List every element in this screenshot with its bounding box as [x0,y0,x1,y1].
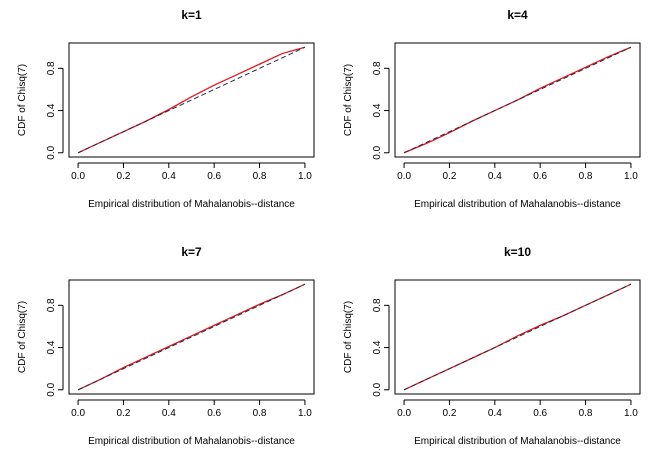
reference-line [77,46,306,154]
plot-frame [68,42,315,158]
panel-title: k=1 [181,8,202,22]
y-tick-label: 0.8 [372,61,383,75]
panel-title: k=10 [504,245,531,259]
x-tick-label: 0.6 [207,171,221,182]
x-tick-label: 0.8 [579,408,593,419]
reference-line [403,46,632,154]
x-tick-label: 0.8 [253,171,267,182]
x-tick-label: 0.6 [207,408,221,419]
x-tick-label: 1.0 [624,171,638,182]
x-axis-label: Empirical distribution of Mahalanobis--d… [414,436,621,447]
x-tick-label: 1.0 [298,408,312,419]
y-tick-label: 0.8 [372,298,383,312]
x-tick-label: 1.0 [298,171,312,182]
x-tick-label: 0.8 [253,408,267,419]
plot-frame [394,279,641,395]
plot-frame [394,42,641,158]
y-tick-label: 0.0 [372,145,383,159]
y-axis-label: CDF of Chisq(7) [343,301,354,373]
plot-frame [68,279,315,395]
empirical-line [77,283,306,391]
y-tick-label: 0.4 [372,103,383,117]
x-tick-label: 0.0 [397,171,411,182]
x-tick-label: 0.0 [397,408,411,419]
x-axis-label: Empirical distribution of Mahalanobis--d… [414,199,621,210]
y-tick-label: 0.0 [46,145,57,159]
x-tick-label: 0.2 [116,408,130,419]
x-tick-label: 0.8 [579,171,593,182]
x-tick-label: 0.4 [488,408,502,419]
reference-line [77,283,306,391]
x-tick-label: 0.6 [533,408,547,419]
x-tick-label: 0.0 [71,171,85,182]
panel-title: k=7 [181,245,202,259]
x-tick-label: 0.2 [116,171,130,182]
x-axis-label: Empirical distribution of Mahalanobis--d… [88,436,295,447]
x-tick-label: 0.2 [442,171,456,182]
x-tick-label: 0.6 [533,171,547,182]
x-tick-label: 0.4 [162,408,176,419]
y-tick-label: 0.4 [46,340,57,354]
y-tick-label: 0.4 [46,103,57,117]
y-tick-label: 0.8 [46,61,57,75]
y-axis-label: CDF of Chisq(7) [17,64,28,136]
y-tick-label: 0.8 [46,298,57,312]
y-tick-label: 0.0 [372,382,383,396]
x-axis-label: Empirical distribution of Mahalanobis--d… [88,199,295,210]
panel-title: k=4 [507,8,528,22]
x-tick-label: 0.0 [71,408,85,419]
y-tick-label: 0.0 [46,382,57,396]
x-tick-label: 0.2 [442,408,456,419]
x-tick-label: 0.4 [162,171,176,182]
y-tick-label: 0.4 [372,340,383,354]
reference-line [403,283,632,391]
x-tick-label: 0.4 [488,171,502,182]
y-axis-label: CDF of Chisq(7) [343,64,354,136]
x-tick-label: 1.0 [624,408,638,419]
empirical-line [403,46,632,154]
y-axis-label: CDF of Chisq(7) [17,301,28,373]
